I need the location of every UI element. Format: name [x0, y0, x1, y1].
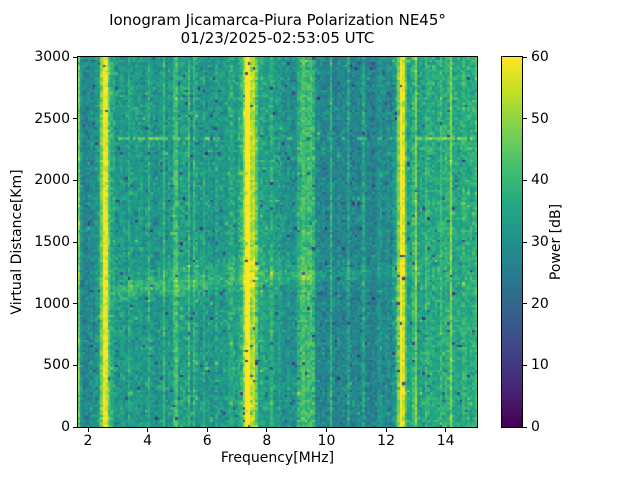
colorbar	[501, 56, 523, 428]
colorbar-tick-label: 20	[531, 295, 549, 312]
colorbar-tick-mark	[523, 241, 527, 243]
plot-area	[77, 56, 478, 428]
x-tick-mark	[87, 428, 89, 432]
x-axis-label: Frequency[MHz]	[220, 450, 335, 466]
ionogram-heatmap-canvas	[78, 57, 477, 427]
x-tick-mark	[325, 428, 327, 432]
x-tick-mark	[266, 428, 268, 432]
chart-title: Ionogram Jicamarca-Piura Polarization NE…	[109, 11, 446, 29]
y-tick-mark	[73, 241, 77, 243]
x-tick-mark	[147, 428, 149, 432]
colorbar-label: Power [dB]	[548, 203, 564, 281]
x-tick-label: 12	[377, 433, 395, 449]
y-tick-label: 2000	[34, 172, 70, 189]
y-tick-mark	[73, 179, 77, 181]
colorbar-tick-label: 60	[531, 49, 549, 65]
colorbar-tick-mark	[523, 426, 527, 428]
y-tick-mark	[73, 364, 77, 366]
colorbar-tick-mark	[523, 364, 527, 366]
x-tick-label: 4	[143, 433, 153, 449]
y-tick-mark	[73, 56, 77, 58]
x-tick-label: 2	[83, 433, 93, 449]
y-tick-label: 0	[61, 419, 70, 435]
chart-subtitle: 01/23/2025-02:53:05 UTC	[180, 29, 375, 47]
y-tick-label: 1000	[34, 295, 70, 312]
y-tick-mark	[73, 426, 77, 428]
x-tick-label: 6	[202, 433, 212, 449]
colorbar-tick-mark	[523, 179, 527, 181]
y-tick-label: 3000	[34, 49, 70, 65]
colorbar-tick-label: 30	[531, 234, 549, 250]
x-tick-label: 8	[262, 433, 272, 449]
x-tick-mark	[445, 428, 447, 432]
colorbar-tick-label: 50	[531, 110, 549, 127]
x-tick-mark	[206, 428, 208, 432]
y-tick-mark	[73, 118, 77, 120]
colorbar-tick-label: 10	[531, 357, 549, 374]
colorbar-tick-label: 0	[531, 419, 540, 435]
colorbar-tick-mark	[523, 56, 527, 58]
colorbar-tick-mark	[523, 118, 527, 120]
y-tick-label: 1500	[34, 234, 70, 250]
x-tick-label: 10	[317, 433, 336, 449]
y-axis-label: Virtual Distance[Km]	[9, 169, 25, 315]
y-tick-label: 500	[43, 357, 70, 374]
y-tick-label: 2500	[34, 110, 70, 127]
colorbar-canvas	[502, 57, 522, 427]
colorbar-tick-label: 40	[531, 172, 549, 189]
x-tick-label: 14	[436, 433, 455, 449]
colorbar-tick-mark	[523, 303, 527, 305]
x-tick-mark	[385, 428, 387, 432]
y-tick-mark	[73, 303, 77, 305]
